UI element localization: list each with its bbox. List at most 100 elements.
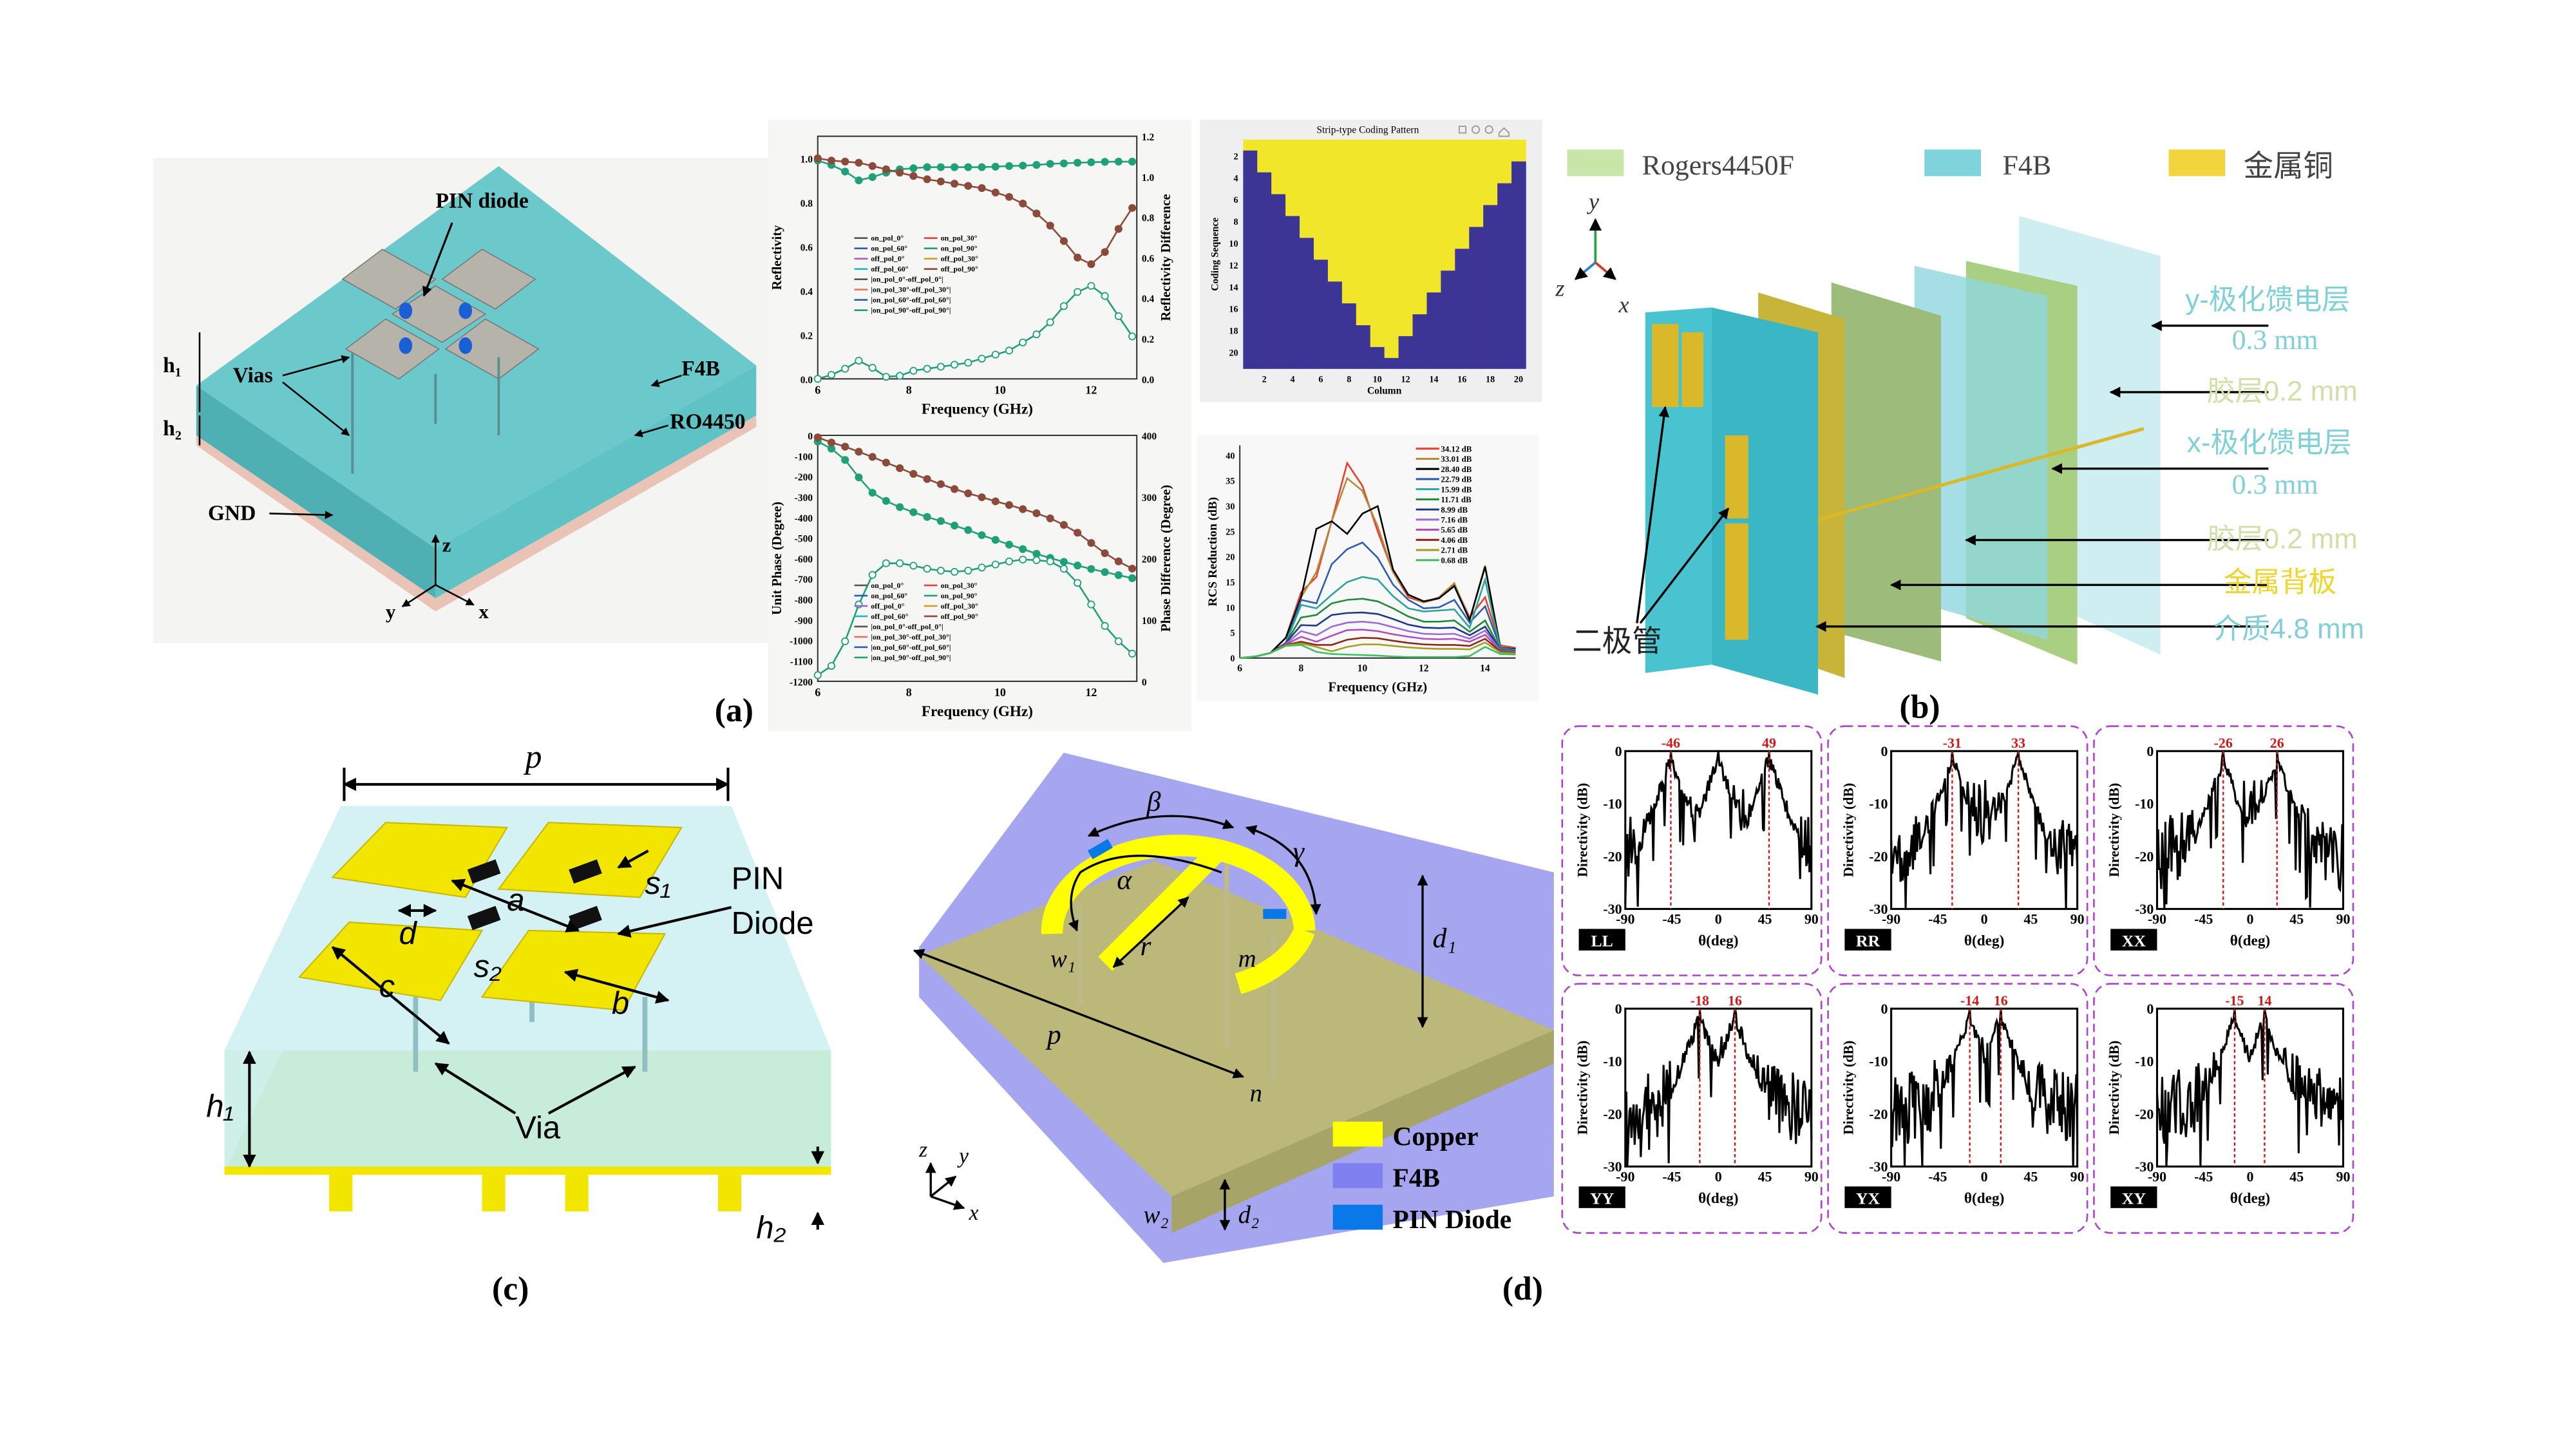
y-tick-label: -900 (795, 616, 813, 627)
y-tick-label: -600 (795, 554, 813, 565)
data-point (1114, 637, 1122, 645)
heatmap-cell-state-0 (1469, 227, 1484, 369)
y-tick-label: -10 (1869, 1054, 1888, 1070)
data-point (951, 567, 959, 576)
x-tick-label: 12 (1085, 384, 1097, 397)
axis-triad-a (401, 534, 475, 607)
data-point (1114, 312, 1122, 321)
label-x-feed-layer: x-极化馈电层 (2187, 427, 2352, 459)
y-tick-label: -800 (795, 595, 813, 606)
f4b-side-right (435, 365, 757, 598)
data-point (1128, 204, 1137, 212)
data-point (923, 513, 931, 521)
data-point (1059, 558, 1068, 566)
y-tick-label: 0 (2146, 1001, 2154, 1017)
pin-diode-pointer (422, 222, 453, 297)
dimension-lines-c (243, 768, 825, 1230)
data-point (1114, 225, 1122, 233)
directivity-panel-yx: -90 -45 0 45 90 0 -10 -20 -30 Directivity (dB) θ(d… (1827, 983, 2088, 1234)
x-tick-label: 45 (1758, 911, 1772, 927)
y-tick-label: 20 (1229, 348, 1238, 359)
diagram-c-unit-cell: p a s₁ PIN Diode d c s₂ b Via h₁ h₂ (206, 739, 831, 1245)
x-tick-label: 45 (2289, 911, 2304, 927)
panel-frame (1561, 983, 1823, 1234)
legend-entry: off_pol_30° (941, 254, 978, 263)
data-point (1019, 505, 1027, 513)
heatmap-cell-state-1 (1511, 139, 1526, 162)
y-tick-label: 16 (1229, 305, 1238, 315)
data-point (1005, 346, 1014, 355)
f4b-side-left (196, 385, 436, 598)
home-icon[interactable] (1498, 127, 1510, 137)
data-point (1128, 332, 1137, 341)
axis-z-label: z (1555, 275, 1564, 301)
data-point (868, 571, 876, 579)
data-point (1046, 222, 1054, 230)
dimension-lines-ring (913, 815, 1428, 1231)
data-point (1059, 565, 1068, 573)
axis-z-label: z (442, 534, 451, 556)
heatmap-cell-state-1 (1243, 139, 1258, 151)
x-tick-label: 8 (1298, 663, 1303, 674)
heatmap-cell-state-1 (1327, 139, 1343, 282)
peak-angle-label: 33 (2011, 735, 2025, 751)
x-tick-label: 8 (906, 686, 912, 699)
heatmap-cell-state-0 (1327, 281, 1343, 369)
data-point (1019, 338, 1027, 346)
axis-y-label: y (386, 600, 396, 623)
pan-icon[interactable] (1458, 126, 1466, 134)
x-tick-label: -90 (2148, 911, 2166, 927)
x-tick-label: 90 (2070, 1169, 2085, 1185)
dim-d1: d₁ (1432, 923, 1456, 954)
y-tick-label: -30 (2135, 1159, 2154, 1175)
heatmap-title: Strip-type Coding Pattern (1316, 124, 1419, 135)
axis-x-label: x (969, 1201, 979, 1225)
data-point (1032, 330, 1041, 339)
zoom-in-icon[interactable] (1471, 125, 1481, 134)
legend-entry: on_pol_0° (871, 234, 904, 243)
h1-label: h₁ (163, 354, 182, 377)
data-point (951, 180, 959, 188)
directivity-curve (2155, 1008, 2345, 1167)
directivity-panels: -90 -45 0 45 90 0 -10 -20 -30 Directivity (dB) θ(d… (1561, 725, 2354, 1234)
diagram-b-legend: Rogers4450F F4B 金属铜 (1567, 149, 2333, 183)
legend-entry: |on_pol_30°-off_pol_30°| (871, 632, 951, 641)
data-point (1101, 549, 1109, 558)
data-point (1087, 260, 1095, 269)
x-tick-label: -45 (1662, 1169, 1681, 1185)
panel-label-a: (a) (715, 692, 753, 729)
polarization-badge (1578, 1186, 1625, 1208)
legend-entry: 4.06 dB (1441, 536, 1468, 545)
zoom-out-icon[interactable] (1484, 125, 1493, 134)
heatmap-cell-state-1 (1398, 139, 1414, 336)
data-point (896, 559, 904, 567)
data-point (813, 154, 822, 162)
legend-entry: 34.12 dB (1441, 444, 1472, 453)
legend-entry: |on_pol_90°-off_pol_90°| (871, 306, 951, 315)
x-tick-label: 16 (1457, 374, 1466, 384)
y-tick-label: -10 (2135, 1054, 2154, 1070)
data-point (964, 489, 972, 498)
legend-entry: 5.65 dB (1441, 526, 1468, 535)
plot-frame (817, 135, 1138, 380)
data-point (1101, 292, 1109, 300)
legend-entry: 8.99 dB (1441, 506, 1468, 515)
ground-plane (224, 1166, 831, 1175)
heatmap-cell-state-1 (1313, 139, 1329, 260)
data-point (1005, 540, 1014, 549)
y2-tick-label: 1.0 (1142, 173, 1155, 184)
legend-entry: 15.99 dB (1441, 485, 1472, 494)
data-point (1114, 157, 1122, 166)
y2-tick-label: 200 (1142, 554, 1157, 565)
x-tick-label: 12 (1401, 374, 1410, 384)
y2-tick-label: 0.0 (1142, 375, 1155, 386)
data-point (964, 182, 972, 190)
heatmap-cell-state-0 (1511, 161, 1526, 369)
data-point (951, 361, 959, 369)
data-point (1074, 253, 1082, 262)
dim-alpha: α (1117, 864, 1132, 895)
data-point (936, 177, 945, 185)
data-point (1059, 521, 1068, 529)
data-point (1087, 539, 1095, 547)
panel-frame (1561, 725, 1823, 976)
